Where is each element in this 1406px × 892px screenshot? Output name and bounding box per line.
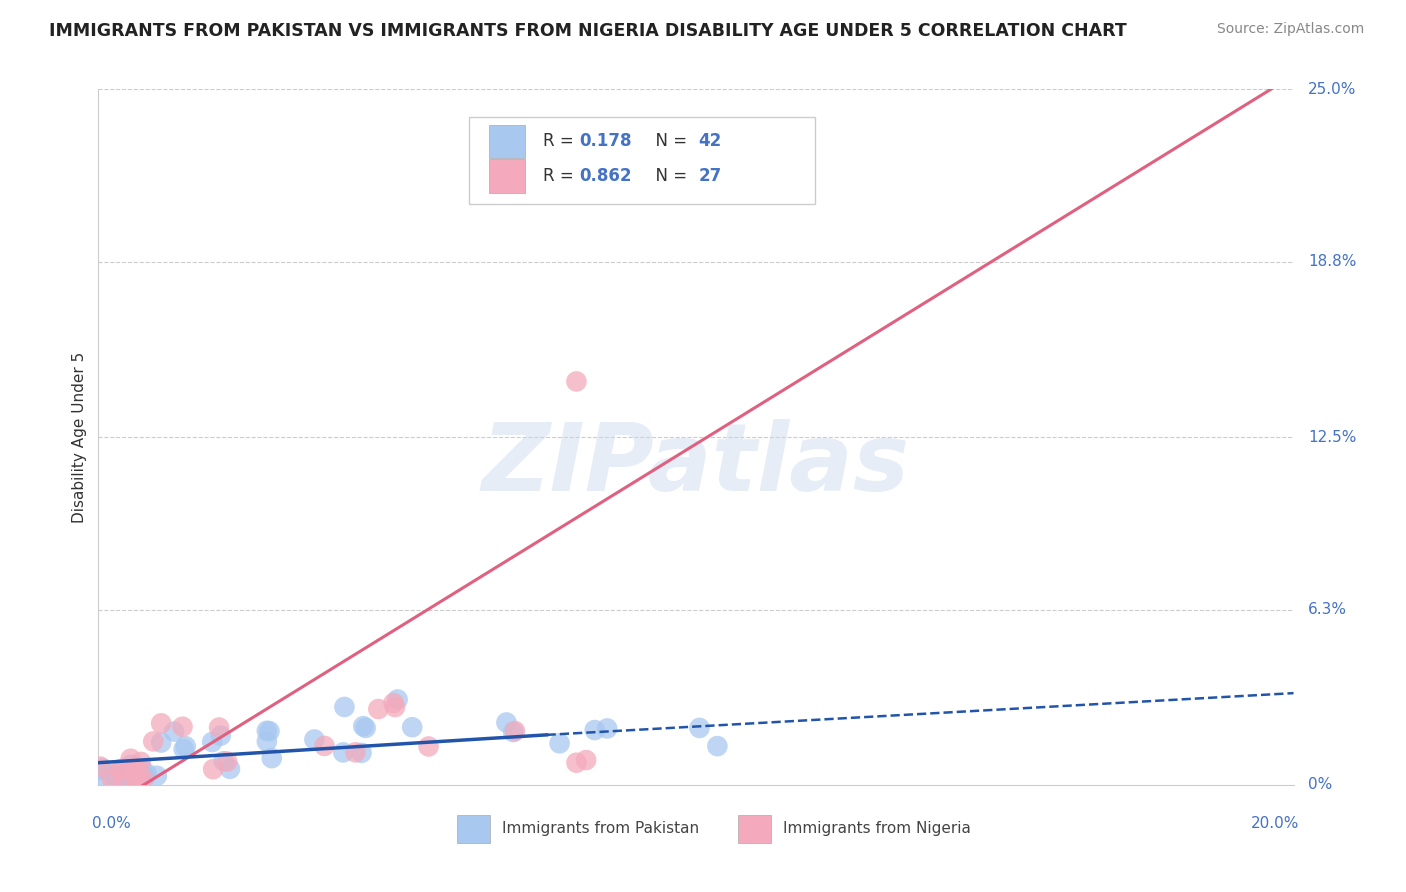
Point: [333, 700, 356, 714]
Point: [134, 770, 156, 784]
Point: [260, 751, 283, 765]
Point: [91, 764, 114, 778]
Point: [173, 742, 195, 756]
Point: [110, 769, 132, 783]
Text: Immigrants from Pakistan: Immigrants from Pakistan: [502, 822, 700, 837]
Point: [503, 724, 526, 739]
Point: [110, 762, 132, 776]
Text: 0.0%: 0.0%: [93, 816, 131, 831]
Point: [418, 739, 440, 754]
Point: [344, 745, 367, 759]
Text: R =: R =: [543, 167, 579, 186]
Point: [354, 721, 377, 735]
Point: [142, 734, 165, 748]
Point: [387, 692, 409, 706]
Point: [135, 766, 157, 780]
Text: 6.3%: 6.3%: [1308, 602, 1347, 617]
Text: N =: N =: [644, 132, 692, 151]
Point: [117, 773, 139, 788]
Text: 0.862: 0.862: [579, 167, 631, 186]
Point: [217, 755, 239, 769]
Point: [125, 765, 148, 780]
Point: [125, 774, 148, 789]
Point: [104, 776, 127, 790]
Point: [129, 774, 152, 789]
Point: [163, 724, 186, 739]
Text: 0.178: 0.178: [579, 132, 631, 151]
Point: [114, 768, 136, 782]
Point: [146, 769, 169, 783]
Bar: [738, 815, 772, 843]
Text: 18.8%: 18.8%: [1308, 254, 1357, 269]
Text: ZIPatlas: ZIPatlas: [482, 419, 910, 511]
Point: [219, 762, 242, 776]
Point: [495, 715, 517, 730]
Text: IMMIGRANTS FROM PAKISTAN VS IMMIGRANTS FROM NIGERIA DISABILITY AGE UNDER 5 CORRE: IMMIGRANTS FROM PAKISTAN VS IMMIGRANTS F…: [49, 22, 1128, 40]
Point: [565, 375, 588, 389]
Bar: [489, 125, 524, 158]
Text: 12.5%: 12.5%: [1308, 430, 1357, 444]
Point: [91, 778, 114, 792]
Point: [91, 762, 114, 776]
Point: [112, 776, 135, 790]
FancyBboxPatch shape: [470, 117, 815, 204]
Point: [117, 768, 139, 782]
Point: [174, 739, 197, 754]
Text: 42: 42: [699, 132, 721, 151]
Point: [100, 772, 122, 786]
Point: [367, 702, 389, 716]
Point: [208, 721, 231, 735]
Point: [304, 732, 326, 747]
Point: [89, 759, 111, 773]
Point: [150, 716, 173, 731]
Point: [689, 721, 711, 735]
Point: [382, 696, 405, 710]
Point: [259, 724, 281, 739]
Bar: [457, 815, 491, 843]
Point: [209, 729, 232, 743]
Text: 25.0%: 25.0%: [1308, 82, 1357, 96]
Point: [350, 746, 373, 760]
Point: [314, 739, 336, 753]
Text: Immigrants from Nigeria: Immigrants from Nigeria: [783, 822, 972, 837]
Point: [103, 768, 125, 782]
Point: [150, 735, 173, 749]
Point: [128, 764, 150, 778]
Point: [352, 719, 374, 733]
Point: [384, 700, 406, 714]
Point: [401, 720, 423, 734]
Point: [706, 739, 728, 753]
Bar: [489, 160, 524, 193]
Point: [202, 762, 225, 776]
Point: [256, 723, 278, 738]
Point: [596, 722, 619, 736]
Point: [131, 762, 153, 776]
Point: [212, 754, 235, 768]
Point: [548, 736, 571, 750]
Text: 27: 27: [699, 167, 721, 186]
Text: Source: ZipAtlas.com: Source: ZipAtlas.com: [1216, 22, 1364, 37]
Point: [201, 735, 224, 749]
Point: [129, 755, 152, 769]
Point: [502, 725, 524, 739]
Point: [172, 720, 194, 734]
Point: [583, 723, 606, 737]
Point: [575, 753, 598, 767]
Point: [120, 752, 142, 766]
Text: N =: N =: [644, 167, 692, 186]
Point: [332, 746, 354, 760]
Point: [132, 772, 155, 786]
Y-axis label: Disability Age Under 5: Disability Age Under 5: [72, 351, 87, 523]
Text: R =: R =: [543, 132, 579, 151]
Point: [256, 734, 278, 748]
Point: [120, 757, 142, 772]
Point: [110, 763, 132, 777]
Text: 0%: 0%: [1308, 778, 1331, 792]
Text: 20.0%: 20.0%: [1251, 816, 1299, 831]
Point: [124, 761, 146, 775]
Point: [565, 756, 588, 770]
